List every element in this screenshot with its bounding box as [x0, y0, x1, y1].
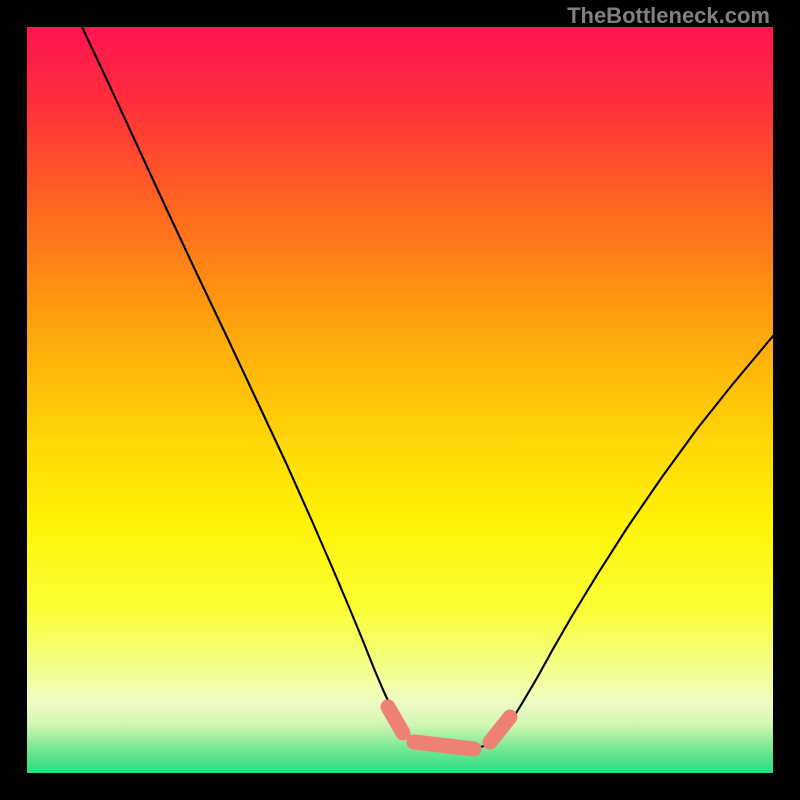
- watermark-text: TheBottleneck.com: [567, 3, 770, 29]
- plot-area: [27, 27, 773, 773]
- marker-pill: [414, 742, 474, 749]
- chart-svg: [27, 27, 773, 773]
- gradient-background: [27, 27, 773, 773]
